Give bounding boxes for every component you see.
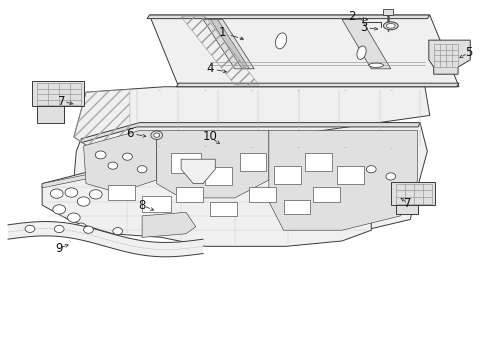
Polygon shape: [176, 83, 458, 87]
Bar: [108, 185, 135, 200]
Circle shape: [83, 226, 93, 233]
Circle shape: [76, 223, 86, 230]
Bar: [283, 200, 310, 214]
Polygon shape: [74, 123, 427, 235]
Text: 8: 8: [138, 199, 145, 212]
Polygon shape: [142, 212, 195, 237]
Bar: [249, 187, 276, 202]
Text: 7: 7: [403, 197, 411, 210]
Polygon shape: [81, 123, 419, 143]
Polygon shape: [74, 87, 429, 153]
Circle shape: [50, 189, 63, 198]
Bar: [171, 153, 200, 173]
Circle shape: [154, 133, 159, 137]
Polygon shape: [149, 15, 458, 87]
Ellipse shape: [368, 63, 383, 67]
Text: 10: 10: [203, 130, 217, 144]
Bar: [305, 153, 331, 171]
Ellipse shape: [386, 23, 394, 28]
Circle shape: [54, 225, 64, 233]
Text: 5: 5: [464, 46, 471, 59]
Polygon shape: [8, 221, 203, 257]
Circle shape: [122, 153, 132, 160]
Polygon shape: [42, 164, 370, 188]
Circle shape: [77, 197, 90, 206]
Bar: [239, 153, 266, 171]
Circle shape: [25, 225, 35, 233]
Polygon shape: [83, 131, 157, 193]
Text: 6: 6: [126, 127, 133, 140]
Bar: [273, 166, 300, 184]
Polygon shape: [341, 19, 390, 69]
Polygon shape: [157, 131, 268, 198]
Polygon shape: [210, 19, 249, 69]
Polygon shape: [181, 159, 215, 184]
Circle shape: [95, 151, 106, 159]
Text: 7: 7: [58, 95, 65, 108]
Circle shape: [151, 131, 162, 139]
Circle shape: [113, 228, 122, 235]
Ellipse shape: [356, 46, 366, 59]
Text: 3: 3: [360, 21, 367, 34]
Polygon shape: [42, 164, 370, 246]
Ellipse shape: [275, 33, 286, 49]
Bar: [210, 202, 237, 216]
Polygon shape: [428, 40, 469, 74]
Polygon shape: [203, 19, 254, 69]
Circle shape: [108, 162, 118, 169]
Bar: [312, 187, 339, 202]
Bar: [336, 166, 363, 184]
Text: 4: 4: [206, 62, 214, 75]
Text: 2: 2: [347, 10, 355, 23]
Text: 9: 9: [55, 242, 63, 255]
Circle shape: [137, 166, 147, 173]
Polygon shape: [147, 15, 429, 19]
Polygon shape: [32, 81, 83, 123]
Text: 1: 1: [218, 27, 226, 40]
Polygon shape: [268, 131, 417, 230]
Circle shape: [385, 173, 395, 180]
Circle shape: [65, 188, 78, 197]
Circle shape: [53, 205, 65, 214]
Polygon shape: [390, 182, 434, 214]
Ellipse shape: [383, 22, 397, 30]
Bar: [176, 187, 203, 202]
Circle shape: [366, 166, 375, 173]
Bar: [383, 9, 392, 15]
Bar: [205, 167, 232, 185]
Circle shape: [89, 190, 102, 199]
Circle shape: [67, 213, 80, 222]
Bar: [142, 196, 171, 212]
